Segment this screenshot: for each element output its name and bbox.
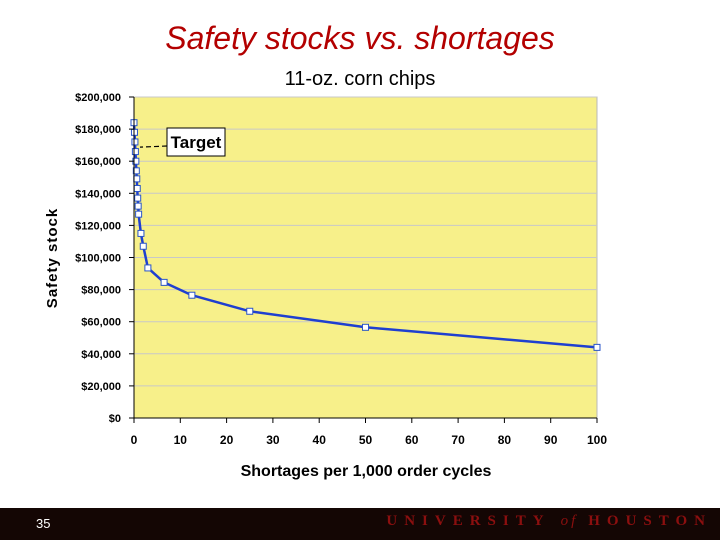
slide-number: 35	[36, 516, 51, 531]
data-point	[133, 175, 141, 183]
y-tick-label: $0	[109, 413, 121, 425]
slide-title: Safety stocks vs. shortages	[165, 20, 555, 56]
x-tick-label: 60	[405, 433, 419, 447]
data-point	[144, 264, 152, 272]
annotation-leader	[139, 145, 168, 148]
wordmark-university: UNIVERSITY	[386, 513, 551, 529]
y-tick-label: $120,000	[75, 220, 121, 232]
annotation-target-label: Target	[171, 133, 222, 152]
data-point	[593, 343, 601, 351]
data-point	[131, 148, 139, 156]
data-point	[135, 210, 143, 218]
x-tick-label: 20	[220, 433, 234, 447]
y-tick-label: $140,000	[75, 188, 121, 200]
wordmark-of: of	[560, 513, 579, 529]
data-point	[131, 138, 139, 146]
data-point	[137, 229, 145, 237]
x-axis-label: Shortages per 1,000 order cycles	[241, 463, 492, 480]
chart-subtitle: 11-oz. corn chips	[284, 68, 436, 90]
x-tick-label: 0	[131, 433, 138, 447]
data-point	[362, 323, 369, 331]
data-point	[160, 278, 168, 286]
data-point	[188, 291, 196, 299]
y-tick-label: $180,000	[75, 124, 121, 136]
x-tick-label: 90	[544, 433, 558, 447]
x-tick-label: 40	[313, 433, 327, 447]
y-tick-label: $160,000	[75, 156, 121, 168]
y-tick-label: $40,000	[81, 349, 121, 361]
x-tick-label: 30	[266, 433, 280, 447]
data-point	[132, 167, 140, 175]
data-point	[134, 194, 142, 202]
y-tick-label: $80,000	[81, 285, 121, 297]
data-point	[246, 307, 254, 315]
y-tick-label: $100,000	[75, 253, 121, 265]
x-tick-label: 10	[174, 433, 188, 447]
y-tick-label: $60,000	[81, 317, 121, 329]
footer-bar: 35 UNIVERSITY of HOUSTON	[0, 508, 720, 540]
data-point	[134, 202, 142, 210]
data-point	[139, 242, 147, 250]
x-tick-label: 50	[359, 433, 373, 447]
university-wordmark: UNIVERSITY of HOUSTON	[386, 513, 712, 530]
wordmark-houston: HOUSTON	[588, 513, 712, 529]
y-tick-label: $200,000	[75, 92, 121, 104]
x-tick-label: 100	[587, 433, 607, 447]
data-point	[133, 184, 141, 192]
annotation-box	[166, 127, 226, 157]
x-tick-label: 80	[498, 433, 512, 447]
y-axis-label: Safety stock	[44, 208, 61, 308]
y-tick-label: $20,000	[81, 381, 121, 393]
safety-stock-chart: Target $0 $20,000 $40,000 $60,000 $80,000 $10…	[44, 92, 607, 480]
x-tick-label: 70	[451, 433, 465, 447]
